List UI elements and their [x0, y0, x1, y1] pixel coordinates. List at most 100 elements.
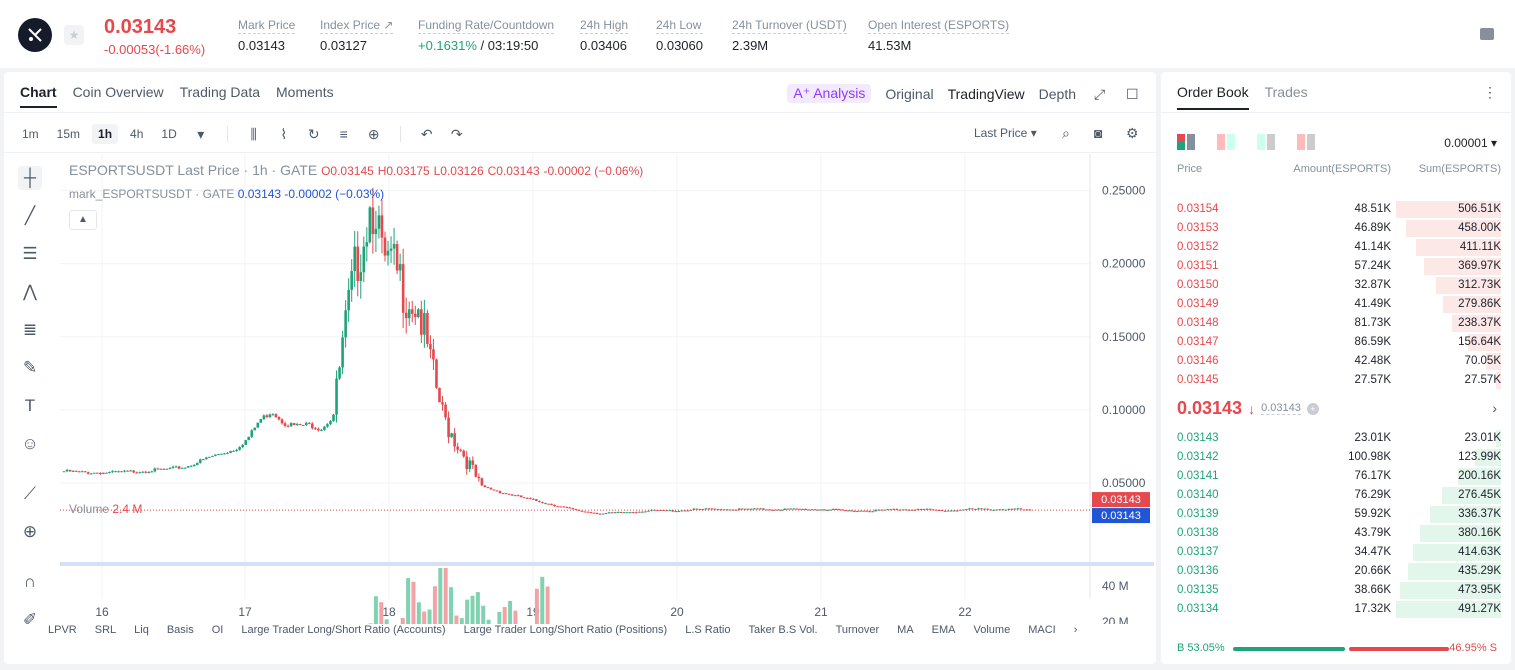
- camera-icon[interactable]: ◙: [1094, 125, 1103, 141]
- bid-row[interactable]: 0.03139 59.92K 336.37K: [1161, 505, 1511, 524]
- indicator-oi[interactable]: OI: [211, 624, 224, 636]
- chevron-right-icon[interactable]: ›: [1073, 624, 1078, 636]
- ask-row[interactable]: 0.03149 41.49K 279.86K: [1161, 295, 1511, 314]
- tab-trades[interactable]: Trades: [1264, 84, 1308, 100]
- fib-icon[interactable]: ≣: [22, 320, 38, 339]
- pattern-icon[interactable]: ⋀: [23, 282, 37, 301]
- precision-select[interactable]: 0.00001 ▾: [1444, 136, 1497, 150]
- add-alert-icon[interactable]: ⊕: [367, 125, 380, 142]
- price-type-select[interactable]: Last Price ▾: [974, 126, 1037, 140]
- indicators-icon[interactable]: ⌇: [280, 125, 288, 142]
- tab-moments[interactable]: Moments: [276, 84, 334, 100]
- templates-icon[interactable]: ≡: [339, 126, 348, 142]
- timeframe-15m[interactable]: 15m: [56, 127, 81, 141]
- layout-split-icon[interactable]: [1217, 134, 1235, 150]
- ask-row[interactable]: 0.03147 86.59K 156.64K: [1161, 333, 1511, 352]
- indicator-srl[interactable]: SRL: [94, 624, 117, 636]
- volume-bar: [373, 596, 378, 624]
- tab-trading-data[interactable]: Trading Data: [179, 84, 261, 100]
- ask-row[interactable]: 0.03151 57.24K 369.97K: [1161, 257, 1511, 276]
- indicator-ema[interactable]: EMA: [931, 624, 956, 636]
- layout-asks-icon[interactable]: [1297, 134, 1315, 150]
- indicator-lpvr[interactable]: LPVR: [48, 624, 77, 636]
- tab-chart[interactable]: Chart: [20, 84, 57, 108]
- ask-row[interactable]: 0.03145 27.57K 27.57K: [1161, 371, 1511, 390]
- bid-row[interactable]: 0.03135 38.66K 473.95K: [1161, 581, 1511, 600]
- undo-icon[interactable]: ↶: [420, 125, 433, 142]
- replay-icon[interactable]: ↻: [307, 125, 320, 142]
- indicator-taker[interactable]: Taker B.S Vol.: [748, 624, 818, 636]
- indicator-lt-accounts[interactable]: Large Trader Long/Short Ratio (Accounts): [241, 624, 446, 636]
- bid-row[interactable]: 0.03140 76.29K 276.45K: [1161, 486, 1511, 505]
- lock-draw-icon[interactable]: ✐: [22, 610, 38, 629]
- candle-body: [459, 449, 462, 451]
- brush-icon[interactable]: ✎: [22, 358, 38, 377]
- stat-label[interactable]: Open Interest (ESPORTS): [868, 18, 1010, 34]
- trendline-icon[interactable]: ╱: [24, 206, 36, 225]
- stat-label[interactable]: Mark Price: [238, 18, 296, 34]
- chevron-right-icon[interactable]: ›: [1492, 400, 1497, 416]
- gear-icon[interactable]: ⚙: [1126, 125, 1139, 141]
- indicator-ma[interactable]: MA: [897, 624, 914, 636]
- layout-both-icon[interactable]: [1177, 134, 1195, 150]
- tab-ai-analysis[interactable]: A⁺ Analysis: [787, 84, 872, 103]
- timeframe-1h[interactable]: 1h: [92, 124, 119, 144]
- ruler-icon[interactable]: ⟋: [24, 484, 36, 503]
- ask-row[interactable]: 0.03152 41.14K 411.11K: [1161, 238, 1511, 257]
- info-icon[interactable]: +: [1306, 402, 1319, 415]
- timeframe-4h[interactable]: 4h: [130, 127, 144, 141]
- channel-icon[interactable]: ☰: [22, 244, 38, 263]
- bid-row[interactable]: 0.03136 20.66K 435.29K: [1161, 562, 1511, 581]
- stat-label[interactable]: 24h Turnover (USDT): [732, 18, 847, 34]
- more-icon[interactable]: ⋮: [1483, 84, 1497, 100]
- bid-row[interactable]: 0.03134 17.32K 491.27K: [1161, 600, 1511, 619]
- favorite-star-icon[interactable]: ★: [64, 25, 84, 45]
- timeframe-1m[interactable]: 1m: [22, 127, 39, 141]
- stat-label[interactable]: Funding Rate/Countdown: [418, 18, 555, 34]
- bid-row[interactable]: 0.03143 23.01K 23.01K: [1161, 429, 1511, 448]
- price-chart[interactable]: 16 17 18 19 20 21 220.250000.200000.150000.100…: [60, 154, 1154, 624]
- indicator-volume[interactable]: Volume: [973, 624, 1011, 636]
- layout-bids-icon[interactable]: [1257, 134, 1275, 150]
- chevron-down-icon[interactable]: ▾: [197, 125, 205, 142]
- volume-bar: [513, 610, 518, 624]
- tab-original[interactable]: Original: [885, 85, 934, 102]
- stat-label[interactable]: Index Price ↗: [320, 18, 394, 34]
- indicator-lt-positions[interactable]: Large Trader Long/Short Ratio (Positions…: [463, 624, 668, 636]
- ask-row[interactable]: 0.03150 32.87K 312.73K: [1161, 276, 1511, 295]
- search-icon[interactable]: ⌕: [1062, 125, 1070, 141]
- tab-coin-overview[interactable]: Coin Overview: [72, 84, 164, 100]
- stat-label[interactable]: 24h Low: [656, 18, 703, 34]
- candles-icon[interactable]: ⫼: [250, 125, 257, 142]
- ask-row[interactable]: 0.03154 48.51K 506.51K: [1161, 200, 1511, 219]
- stat-label[interactable]: 24h High: [580, 18, 629, 34]
- tab-tradingview[interactable]: TradingView: [947, 85, 1025, 102]
- candle-body: [74, 470, 78, 472]
- collapse-legend-button[interactable]: ▲: [69, 210, 97, 230]
- redo-icon[interactable]: ↷: [450, 125, 463, 142]
- indicator-macd[interactable]: MACI: [1028, 624, 1056, 636]
- text-icon[interactable]: T: [24, 396, 36, 415]
- tab-depth[interactable]: Depth: [1038, 85, 1076, 102]
- emoji-icon[interactable]: ☺: [21, 434, 39, 453]
- crosshair-icon[interactable]: ┼: [18, 166, 42, 190]
- indicator-turnover[interactable]: Turnover: [835, 624, 880, 636]
- timeframe-1d[interactable]: 1D: [161, 127, 177, 141]
- indicator-liq[interactable]: Liq: [134, 624, 149, 636]
- expand-icon[interactable]: ⤢: [1094, 86, 1106, 102]
- indicator-basis[interactable]: Basis: [166, 624, 194, 636]
- book-icon[interactable]: [1480, 28, 1494, 40]
- bid-row[interactable]: 0.03142 100.98K 123.99K: [1161, 448, 1511, 467]
- zoom-in-icon[interactable]: ⊕: [22, 522, 38, 541]
- bid-row[interactable]: 0.03138 43.79K 380.16K: [1161, 524, 1511, 543]
- ask-row[interactable]: 0.03153 46.89K 458.00K: [1161, 219, 1511, 238]
- magnet-icon[interactable]: ∩: [23, 572, 37, 591]
- tab-order-book[interactable]: Order Book: [1177, 84, 1249, 110]
- ask-row[interactable]: 0.03148 81.73K 238.37K: [1161, 314, 1511, 333]
- indicator-ls-ratio[interactable]: L.S Ratio: [685, 624, 731, 636]
- candle-body: [298, 424, 302, 426]
- bid-row[interactable]: 0.03137 34.47K 414.63K: [1161, 543, 1511, 562]
- bid-row[interactable]: 0.03141 76.17K 200.16K: [1161, 467, 1511, 486]
- ask-row[interactable]: 0.03146 42.48K 70.05K: [1161, 352, 1511, 371]
- window-icon[interactable]: ☐: [1126, 86, 1139, 102]
